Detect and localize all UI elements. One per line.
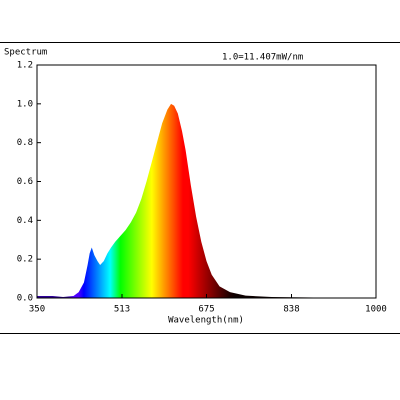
x-tick-label: 838 bbox=[283, 305, 299, 315]
x-tick-label: 513 bbox=[114, 305, 130, 315]
y-tick-label: 0.6 bbox=[17, 177, 33, 187]
x-tick-label: 675 bbox=[198, 305, 214, 315]
x-axis-label: Wavelength(nm) bbox=[168, 316, 244, 326]
y-tick-label: 1.0 bbox=[17, 99, 33, 109]
y-tick-label: 0.4 bbox=[17, 216, 33, 226]
spectrum-area bbox=[37, 103, 376, 298]
y-tick-label: 0.8 bbox=[17, 138, 33, 148]
annotation: 1.0=11.407mW/nm bbox=[222, 53, 303, 63]
y-tick-label: 0.2 bbox=[17, 255, 33, 265]
y-tick-label: 1.2 bbox=[17, 61, 33, 71]
chart-title: Spectrum bbox=[4, 48, 47, 58]
x-tick-label: 350 bbox=[29, 305, 45, 315]
x-tick-label: 1000 bbox=[365, 305, 387, 315]
y-tick-label: 0.0 bbox=[17, 294, 33, 304]
